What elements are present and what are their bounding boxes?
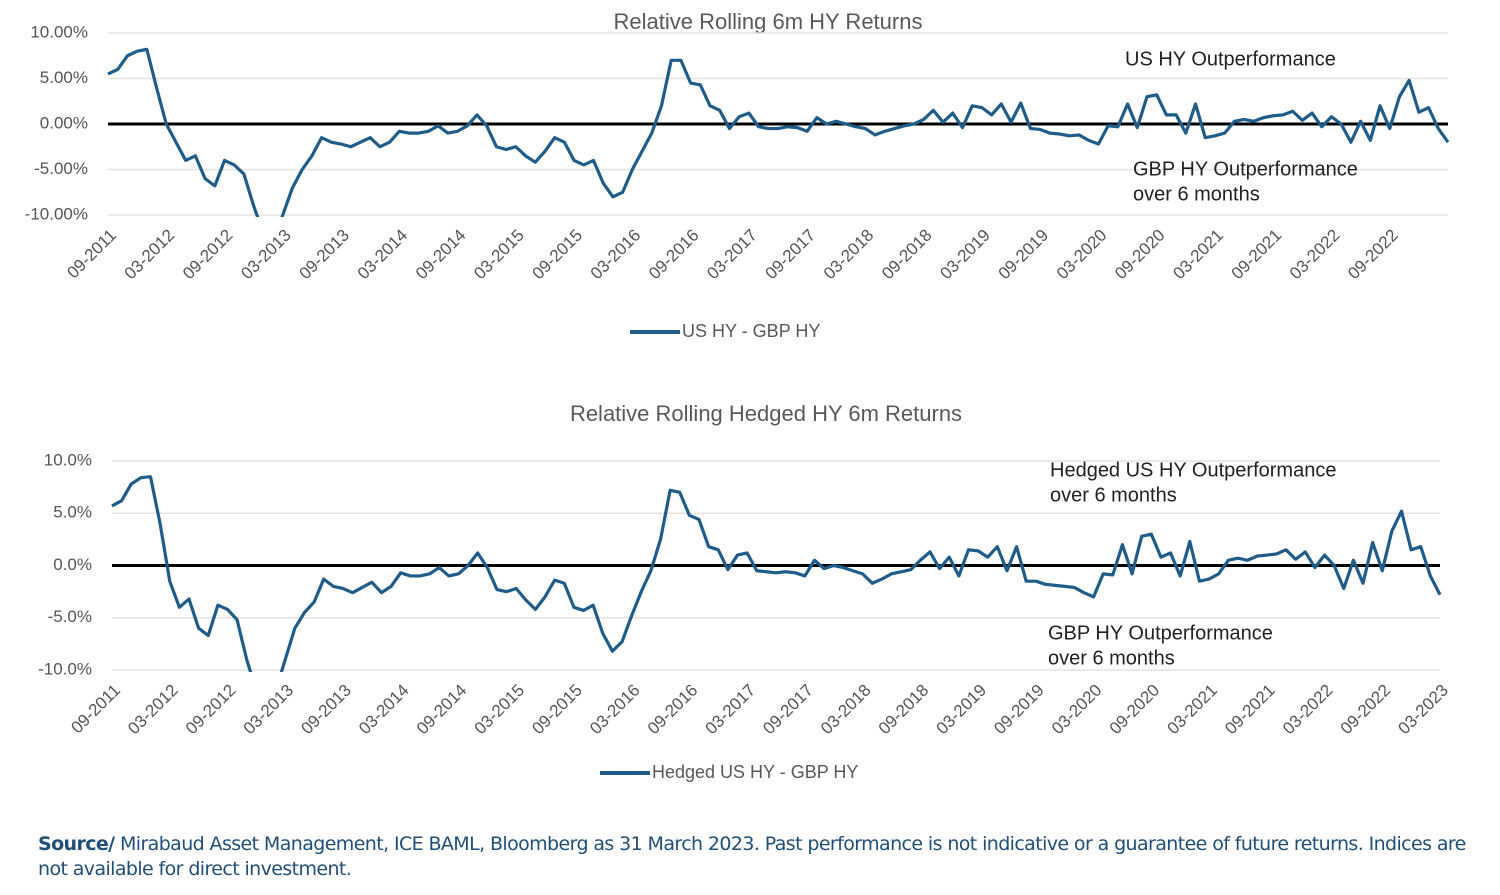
source-label: Source/ <box>38 833 115 855</box>
x-tick-label: 03-2018 <box>817 681 875 739</box>
x-tick-label: 09-2016 <box>645 226 703 284</box>
x-tick-label: 09-2011 <box>67 681 124 738</box>
x-tick-label: 03-2015 <box>471 681 529 739</box>
y-tick-label: -10.00% <box>25 204 88 223</box>
x-tick-label: 03-2012 <box>124 681 182 739</box>
x-tick-label: 03-2020 <box>1053 226 1111 284</box>
annotation: Hedged US HY Outperformance <box>1050 459 1336 481</box>
source-text: Mirabaud Asset Management, ICE BAML, Blo… <box>38 833 1466 880</box>
x-tick-label: 09-2016 <box>644 681 702 739</box>
legend-label: US HY - GBP HY <box>682 321 820 341</box>
x-tick-label: 09-2022 <box>1344 226 1402 284</box>
x-tick-label: 09-2020 <box>1111 226 1169 284</box>
x-tick-label: 03-2020 <box>1048 681 1106 739</box>
y-tick-label: -5.00% <box>34 159 88 178</box>
y-tick-label: 0.0% <box>53 555 92 574</box>
y-tick-label: 0.00% <box>40 113 88 132</box>
x-tick-label: 09-2014 <box>413 681 471 739</box>
x-tick-label: 09-2018 <box>878 226 936 284</box>
annotation: US HY Outperformance <box>1125 48 1336 70</box>
x-tick-label: 03-2023 <box>1394 681 1452 739</box>
x-tick-label: 09-2013 <box>295 226 353 284</box>
x-tick-label: 03-2016 <box>586 681 644 739</box>
x-tick-label: 09-2019 <box>990 681 1048 739</box>
x-tick-label: 09-2021 <box>1221 681 1279 739</box>
x-tick-label: 09-2021 <box>1228 226 1286 284</box>
x-tick-label: 09-2017 <box>762 226 820 284</box>
charts: Relative Rolling 6m HY Returns -10.00% -5.… <box>25 9 1452 782</box>
x-tick-label: 09-2011 <box>63 226 120 283</box>
y-tick-label: -10.0% <box>38 659 92 678</box>
x-tick-label: 03-2017 <box>702 681 760 739</box>
x-tick-label: 03-2018 <box>820 226 878 284</box>
x-tick-label: 03-2021 <box>1169 226 1227 284</box>
x-tick-label: 03-2021 <box>1163 681 1221 739</box>
annotation: over 6 months <box>1048 647 1175 669</box>
x-tick-label: 09-2022 <box>1337 681 1395 739</box>
chart-title: Relative Rolling Hedged HY 6m Returns <box>570 401 962 426</box>
series-line <box>111 475 1442 672</box>
x-tick-label: 03-2014 <box>355 681 413 739</box>
x-tick-label: 03-2017 <box>703 226 761 284</box>
x-tick-label: 03-2013 <box>240 681 298 739</box>
x-tick-label: 09-2012 <box>179 226 237 284</box>
y-tick-label: -5.0% <box>48 607 92 626</box>
y-tick-label: 5.0% <box>53 503 92 522</box>
x-tick-label: 03-2013 <box>237 226 295 284</box>
x-tick-label: 09-2018 <box>875 681 933 739</box>
x-tick-label: 03-2016 <box>587 226 645 284</box>
legend-label: Hedged US HY - GBP HY <box>652 762 858 782</box>
y-tick-label: 10.00% <box>30 22 88 41</box>
annotation: GBP HY Outperformance <box>1133 158 1358 180</box>
x-tick-label: 03-2022 <box>1286 226 1344 284</box>
series-line <box>107 47 1450 217</box>
x-tick-label: 03-2019 <box>933 681 991 739</box>
x-tick-label: 03-2012 <box>121 226 179 284</box>
x-tick-label: 03-2019 <box>936 226 994 284</box>
x-tick-label: 09-2019 <box>995 226 1053 284</box>
y-tick-label: 5.00% <box>40 68 88 87</box>
x-tick-label: 09-2017 <box>759 681 817 739</box>
x-tick-label: 09-2015 <box>529 226 587 284</box>
y-tick-label: 10.0% <box>44 450 92 469</box>
chart-title: Relative Rolling 6m HY Returns <box>614 9 923 34</box>
x-tick-label: 09-2012 <box>182 681 240 739</box>
x-tick-label: 09-2013 <box>297 681 355 739</box>
annotation: over 6 months <box>1133 183 1260 205</box>
x-tick-label: 03-2014 <box>354 226 412 284</box>
annotation: over 6 months <box>1050 484 1177 506</box>
x-tick-label: 09-2014 <box>412 226 470 284</box>
x-tick-label: 09-2015 <box>528 681 586 739</box>
source-note: Source/ Mirabaud Asset Management, ICE B… <box>38 832 1478 882</box>
x-tick-label: 03-2015 <box>470 226 528 284</box>
annotation: GBP HY Outperformance <box>1048 622 1273 644</box>
x-tick-label: 03-2022 <box>1279 681 1337 739</box>
x-tick-label: 09-2020 <box>1106 681 1164 739</box>
